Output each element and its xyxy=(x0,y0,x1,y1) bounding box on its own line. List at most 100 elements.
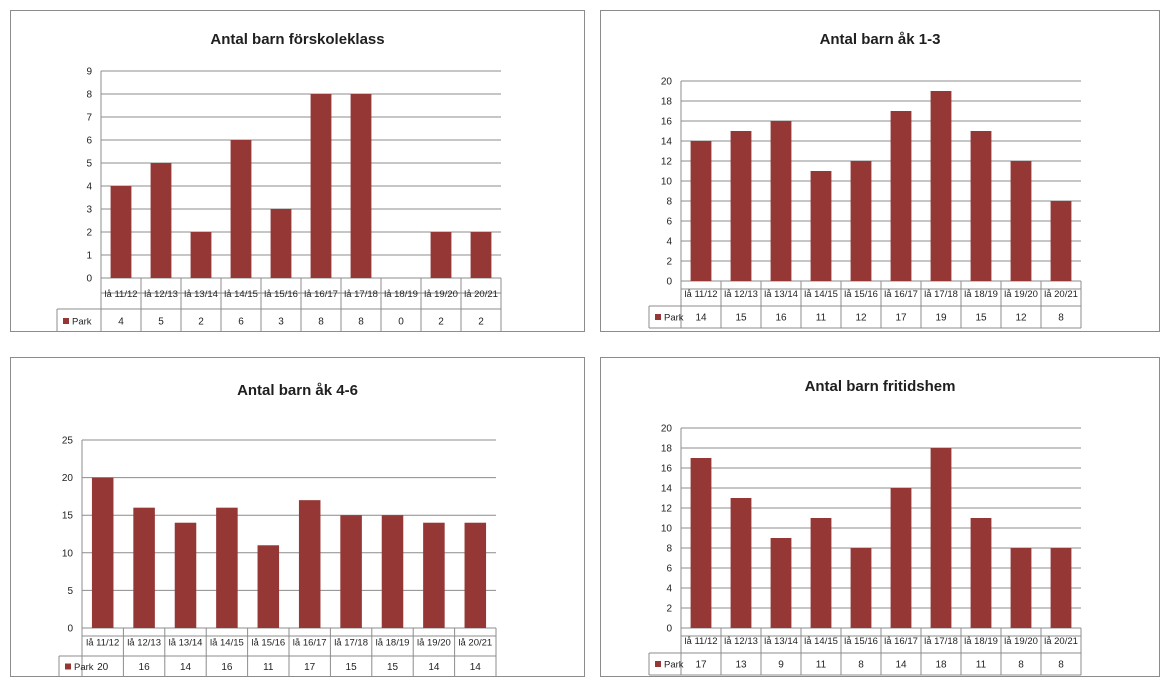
y-tick-label: 1 xyxy=(86,251,92,262)
category-label: lå 11/12 xyxy=(86,638,119,649)
chart-title: Antal barn fritidshem xyxy=(805,378,956,395)
bar xyxy=(930,448,952,628)
legend-label: Park xyxy=(664,313,684,324)
bar xyxy=(730,131,752,281)
category-label: lå 20/21 xyxy=(464,289,498,300)
bar xyxy=(470,232,492,278)
bar xyxy=(1050,548,1072,628)
bar xyxy=(381,515,404,628)
data-table-value: 5 xyxy=(158,317,164,328)
category-label: lå 13/14 xyxy=(184,289,218,300)
data-table-value: 15 xyxy=(975,313,987,324)
y-tick-label: 12 xyxy=(661,504,673,515)
data-table-value: 11 xyxy=(263,662,274,673)
y-tick-label: 8 xyxy=(666,544,672,555)
bar xyxy=(1010,548,1032,628)
data-table-value: 8 xyxy=(358,317,364,328)
bar xyxy=(810,518,832,628)
data-table-value: 16 xyxy=(139,662,151,673)
y-tick-label: 15 xyxy=(62,511,74,522)
category-label: lå 16/17 xyxy=(293,638,327,649)
category-label: lå 19/20 xyxy=(417,638,451,649)
data-table-value: 4 xyxy=(118,317,124,328)
data-table-value: 0 xyxy=(398,317,404,328)
data-table-value: 12 xyxy=(855,313,867,324)
bar xyxy=(298,500,321,628)
category-label: lå 18/19 xyxy=(964,289,998,300)
y-tick-label: 6 xyxy=(666,564,672,575)
y-tick-label: 9 xyxy=(86,67,92,78)
data-table-value: 2 xyxy=(478,317,484,328)
category-label: lå 18/19 xyxy=(376,638,410,649)
category-label: lå 15/16 xyxy=(844,289,878,300)
data-table-value: 15 xyxy=(387,662,399,673)
data-table-value: 16 xyxy=(221,662,233,673)
chart-panel-ak-4-6: Antal barn åk 4-6 0 5 10 15 20 25 lå 11/12 lå 12… xyxy=(10,357,585,677)
data-table-value: 6 xyxy=(238,317,244,328)
bar xyxy=(257,545,280,628)
y-tick-label: 0 xyxy=(86,274,92,285)
data-table-value: 19 xyxy=(935,313,947,324)
y-tick-label: 3 xyxy=(86,205,92,216)
y-tick-label: 2 xyxy=(666,604,672,615)
data-table-value: 8 xyxy=(318,317,324,328)
y-tick-label: 6 xyxy=(666,217,672,228)
category-label: lå 18/19 xyxy=(384,289,418,300)
bar xyxy=(310,94,332,278)
y-tick-label: 4 xyxy=(666,584,672,595)
category-label: lå 14/15 xyxy=(804,636,838,647)
bar xyxy=(216,507,238,628)
category-label: lå 13/14 xyxy=(764,289,798,300)
bar xyxy=(970,518,992,628)
data-table-value: 8 xyxy=(1058,313,1064,324)
category-label: lå 16/17 xyxy=(884,636,918,647)
category-label: lå 15/16 xyxy=(251,638,285,649)
data-table-value: 8 xyxy=(1058,660,1064,671)
category-label: lå 13/14 xyxy=(169,638,203,649)
y-tick-label: 20 xyxy=(661,77,673,88)
chart-svg: Antal barn åk 1-3 0 2 4 6 8 10 12 14 16 18 20 lå 11/… xyxy=(648,31,1082,329)
data-table-value: 20 xyxy=(97,662,109,673)
category-label: lå 14/15 xyxy=(804,289,838,300)
bar xyxy=(770,121,792,281)
bar xyxy=(730,498,752,628)
chart-panel-forskoleklass: Antal barn förskoleklass 0 1 2 3 4 5 6 7 8 9 lå 11/… xyxy=(10,10,585,332)
y-tick-label: 5 xyxy=(67,586,73,597)
y-tick-label: 2 xyxy=(666,257,672,268)
category-label: lå 15/16 xyxy=(844,636,878,647)
data-table-value: 9 xyxy=(778,660,784,671)
bar xyxy=(970,131,992,281)
bar xyxy=(810,171,832,281)
bar xyxy=(150,163,172,278)
bar xyxy=(133,507,155,628)
data-table-value: 2 xyxy=(438,317,444,328)
y-tick-label: 20 xyxy=(661,424,673,435)
data-table-value: 11 xyxy=(976,660,987,671)
y-tick-label: 18 xyxy=(661,97,673,108)
legend-swatch xyxy=(655,661,661,667)
y-tick-label: 18 xyxy=(661,444,673,455)
category-label: lå 11/12 xyxy=(684,289,717,300)
category-label: lå 12/13 xyxy=(724,636,758,647)
category-label: lå 16/17 xyxy=(304,289,338,300)
data-table-value: 15 xyxy=(346,662,358,673)
category-label: lå 19/20 xyxy=(1004,636,1038,647)
y-tick-label: 4 xyxy=(666,237,672,248)
data-table-value: 8 xyxy=(858,660,864,671)
category-label: lå 17/18 xyxy=(334,638,368,649)
y-tick-label: 0 xyxy=(666,624,672,635)
bar xyxy=(91,477,114,628)
category-label: lå 12/13 xyxy=(127,638,161,649)
chart-svg: Antal barn fritidshem 0 2 4 6 8 10 12 14 16 18 20 lå… xyxy=(648,378,1082,676)
bar xyxy=(1010,161,1032,281)
bar xyxy=(464,522,487,628)
data-table-value: 16 xyxy=(775,313,787,324)
chart-svg: Antal barn förskoleklass 0 1 2 3 4 5 6 7 8 9 lå 11/… xyxy=(56,31,502,331)
bar xyxy=(690,458,712,628)
y-tick-label: 7 xyxy=(86,113,92,124)
data-table-value: 13 xyxy=(735,660,747,671)
legend-label: Park xyxy=(74,662,94,673)
data-table-value: 3 xyxy=(278,317,284,328)
bar xyxy=(930,91,952,281)
data-table-value: 14 xyxy=(895,660,907,671)
